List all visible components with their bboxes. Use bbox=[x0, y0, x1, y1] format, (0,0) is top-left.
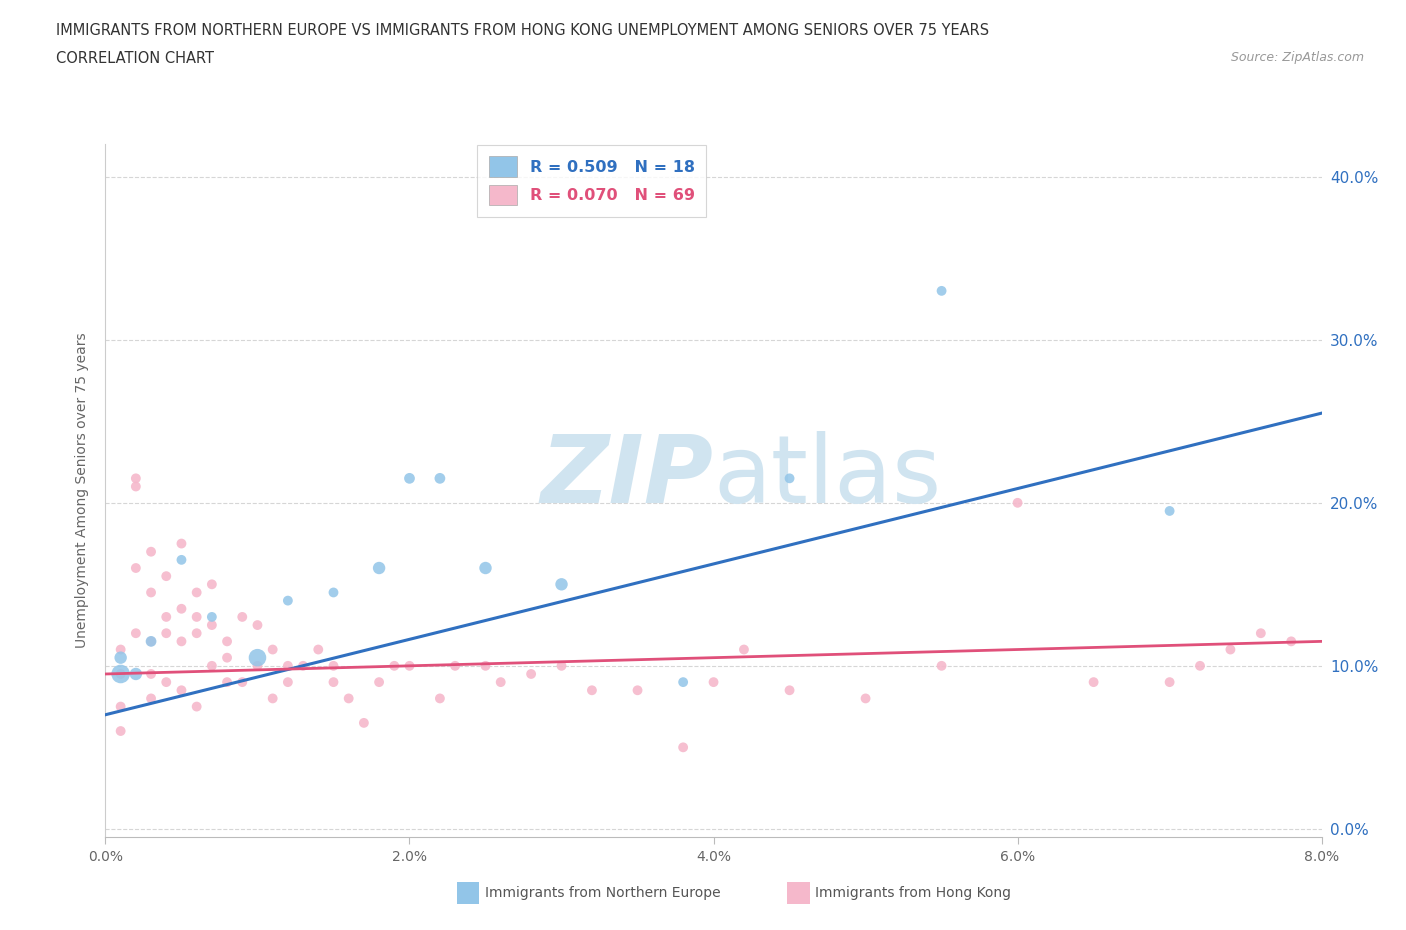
Point bbox=[368, 674, 391, 689]
Point bbox=[155, 569, 177, 584]
Point bbox=[139, 634, 162, 649]
Point bbox=[186, 585, 208, 600]
Point bbox=[1250, 626, 1272, 641]
Point bbox=[292, 658, 315, 673]
Point bbox=[139, 585, 162, 600]
Text: Source: ZipAtlas.com: Source: ZipAtlas.com bbox=[1230, 51, 1364, 64]
Point bbox=[262, 642, 284, 657]
Point bbox=[186, 699, 208, 714]
Point bbox=[322, 585, 344, 600]
Point bbox=[337, 691, 360, 706]
Point bbox=[170, 552, 193, 567]
Point bbox=[520, 667, 543, 682]
Point bbox=[125, 471, 148, 485]
Point bbox=[626, 683, 648, 698]
Point bbox=[1159, 674, 1181, 689]
Point bbox=[139, 634, 162, 649]
Point bbox=[231, 674, 253, 689]
Point bbox=[931, 658, 953, 673]
Point bbox=[1083, 674, 1105, 689]
Point bbox=[170, 536, 193, 551]
Text: IMMIGRANTS FROM NORTHERN EUROPE VS IMMIGRANTS FROM HONG KONG UNEMPLOYMENT AMONG : IMMIGRANTS FROM NORTHERN EUROPE VS IMMIG… bbox=[56, 23, 990, 38]
Point bbox=[201, 618, 224, 632]
Point bbox=[125, 626, 148, 641]
Point bbox=[398, 658, 420, 673]
Point bbox=[201, 577, 224, 591]
Point bbox=[110, 667, 132, 682]
Point bbox=[1007, 496, 1029, 511]
Text: atlas: atlas bbox=[713, 431, 942, 523]
Point bbox=[155, 626, 177, 641]
Point bbox=[110, 724, 132, 738]
Point bbox=[429, 691, 451, 706]
Text: ZIP: ZIP bbox=[541, 431, 713, 523]
Point bbox=[125, 667, 148, 682]
Point bbox=[353, 715, 375, 730]
Point bbox=[139, 691, 162, 706]
Point bbox=[855, 691, 877, 706]
Point bbox=[779, 471, 801, 485]
Point bbox=[110, 667, 132, 682]
Point bbox=[1219, 642, 1241, 657]
Point bbox=[368, 561, 391, 576]
Point bbox=[262, 691, 284, 706]
Y-axis label: Unemployment Among Seniors over 75 years: Unemployment Among Seniors over 75 years bbox=[76, 333, 90, 648]
Point bbox=[277, 658, 299, 673]
Legend: R = 0.509   N = 18, R = 0.070   N = 69: R = 0.509 N = 18, R = 0.070 N = 69 bbox=[478, 145, 706, 217]
Point bbox=[489, 674, 512, 689]
Point bbox=[1188, 658, 1211, 673]
Point bbox=[139, 667, 162, 682]
Point bbox=[231, 609, 253, 624]
Point bbox=[139, 544, 162, 559]
Point bbox=[474, 658, 496, 673]
Point bbox=[672, 740, 695, 755]
Point bbox=[110, 642, 132, 657]
Point bbox=[1159, 503, 1181, 518]
Point bbox=[155, 674, 177, 689]
Point bbox=[931, 284, 953, 299]
Text: Immigrants from Northern Europe: Immigrants from Northern Europe bbox=[485, 885, 721, 900]
Point bbox=[307, 642, 329, 657]
Point bbox=[429, 471, 451, 485]
Point bbox=[125, 479, 148, 494]
Point bbox=[550, 577, 572, 591]
Point bbox=[277, 674, 299, 689]
Point bbox=[382, 658, 405, 673]
Point bbox=[217, 674, 239, 689]
Point bbox=[581, 683, 603, 698]
Point bbox=[474, 561, 496, 576]
Point bbox=[110, 650, 132, 665]
Point bbox=[201, 658, 224, 673]
Point bbox=[672, 674, 695, 689]
Point bbox=[217, 634, 239, 649]
Point bbox=[550, 658, 572, 673]
Text: Immigrants from Hong Kong: Immigrants from Hong Kong bbox=[815, 885, 1011, 900]
Point bbox=[170, 683, 193, 698]
Point bbox=[444, 658, 467, 673]
Point bbox=[702, 674, 725, 689]
Point bbox=[1279, 634, 1302, 649]
Point bbox=[779, 683, 801, 698]
Point bbox=[170, 634, 193, 649]
Point bbox=[217, 650, 239, 665]
Point bbox=[246, 658, 269, 673]
Point bbox=[186, 626, 208, 641]
Point bbox=[170, 602, 193, 617]
Text: CORRELATION CHART: CORRELATION CHART bbox=[56, 51, 214, 66]
Point bbox=[322, 674, 344, 689]
Point bbox=[398, 471, 420, 485]
Point bbox=[246, 650, 269, 665]
Point bbox=[110, 699, 132, 714]
Point bbox=[125, 561, 148, 576]
Point bbox=[733, 642, 755, 657]
Point bbox=[322, 658, 344, 673]
Point bbox=[246, 618, 269, 632]
Point bbox=[201, 609, 224, 624]
Point bbox=[186, 609, 208, 624]
Point bbox=[155, 609, 177, 624]
Point bbox=[277, 593, 299, 608]
